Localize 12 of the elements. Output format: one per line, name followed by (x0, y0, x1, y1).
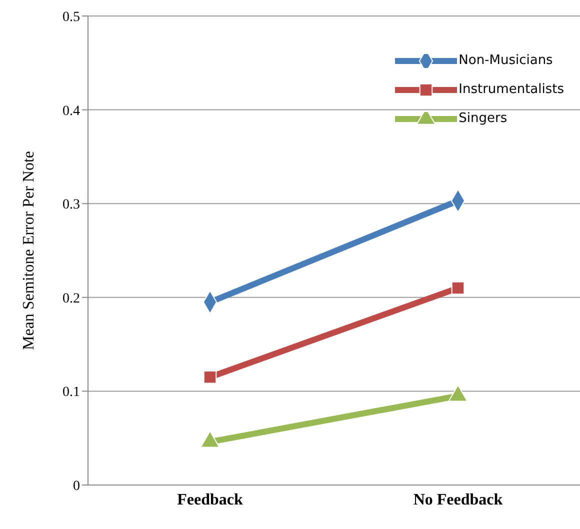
legend-label: Instrumentalists (458, 82, 564, 97)
y-axis-title: Mean Semitone Error Per Note (20, 150, 38, 350)
y-tick-label: 0.4 (62, 104, 80, 119)
x-tick-label: Feedback (177, 491, 243, 508)
y-tick-label: 0.2 (62, 291, 80, 306)
y-tick-label: 0.3 (62, 198, 80, 213)
legend-label: Non-Musicians (458, 53, 553, 68)
y-tick-label: 0 (73, 478, 80, 494)
legend-label: Singers (458, 111, 508, 126)
x-tick-label: No Feedback (413, 491, 503, 508)
y-tick-label: 0.1 (62, 385, 80, 400)
y-tick-label: 0.5 (62, 10, 80, 25)
